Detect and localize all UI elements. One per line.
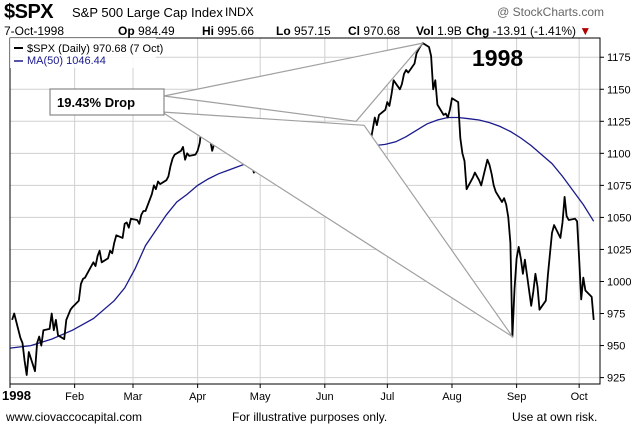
legend-price-label: $SPX (Daily) 970.68 (7 Oct) (27, 43, 163, 55)
y-tick-label: 1025 (607, 244, 631, 256)
y-tick-label: 950 (607, 341, 625, 353)
quote-open: Op 984.49 (118, 24, 175, 38)
x-axis-ticks: 1998 Feb Mar Apr May Jun Jul Aug Sep Oct (2, 384, 588, 403)
x-tick-label: 1998 (2, 388, 31, 403)
index-name: S&P 500 Large Cap Index (72, 5, 223, 20)
plot-border (9, 37, 601, 385)
legend: $SPX (Daily) 970.68 (7 Oct) MA(50) 1046.… (10, 38, 163, 68)
x-tick-label: Jul (380, 391, 394, 403)
drop-label: 19.43% Drop (57, 95, 135, 110)
y-tick-label: 975 (607, 309, 625, 321)
x-tick-label: Jun (316, 391, 334, 403)
year-annotation: 1998 (472, 45, 523, 71)
y-tick-label: 1050 (607, 212, 631, 224)
y-tick-label: 1125 (607, 116, 631, 128)
y-tick-label: 1000 (607, 276, 631, 288)
x-tick-label: Mar (124, 391, 143, 403)
down-arrow-icon: ▼ (579, 24, 592, 38)
footer-risk: Use at own risk. (512, 410, 597, 424)
y-tick-label: 1100 (607, 148, 631, 160)
y-tick-label: 1075 (607, 180, 631, 192)
y-tick-label: 1175 (607, 52, 631, 64)
quote-volume: Vol 1.9B (416, 24, 462, 38)
drop-callout (161, 42, 514, 338)
callout-peak-wedge (163, 42, 424, 122)
x-tick-label: Sep (507, 391, 527, 403)
y-tick-label: 925 (607, 373, 625, 385)
y-tick-label: 1150 (607, 84, 631, 96)
x-tick-label: Oct (571, 391, 588, 403)
y-axis-ticks: 925 950 975 1000 1025 1050 1075 1100 1125 1150 117… (600, 52, 631, 385)
ticker-symbol: $SPX (4, 1, 54, 23)
quote-date: 7-Oct-1998 (4, 24, 65, 38)
exchange-label: INDX (225, 5, 254, 19)
drop-label-box: 19.43% Drop (49, 88, 165, 116)
brand-watermark: @ StockCharts.com (497, 5, 604, 19)
x-tick-label: Apr (189, 391, 206, 403)
x-tick-label: Feb (65, 391, 84, 403)
quote-low: Lo 957.15 (276, 24, 331, 38)
footer-website: www.ciovaccocapital.com (5, 410, 142, 424)
x-tick-label: Aug (442, 391, 462, 403)
quote-high: Hi 995.66 (202, 24, 255, 38)
x-tick-label: May (250, 391, 271, 403)
quote-close: Cl 970.68 (348, 24, 401, 38)
footer-disclaimer: For illustrative purposes only. (232, 410, 387, 424)
legend-ma-label: MA(50) 1046.44 (27, 55, 106, 67)
callout-trough-wedge (161, 111, 514, 338)
quote-change: Chg -13.91 (-1.41%) ▼ (466, 24, 592, 38)
